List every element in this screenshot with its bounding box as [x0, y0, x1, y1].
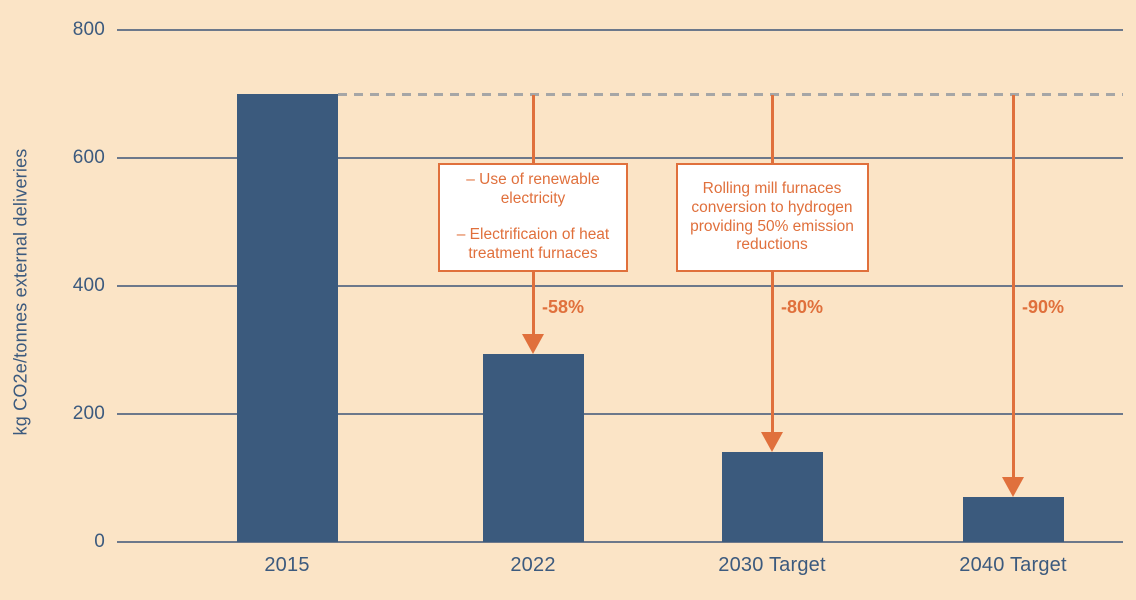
annotation-text: Rolling mill furnaces conversion to hydr…	[690, 179, 854, 254]
bar-2030-target	[721, 452, 823, 542]
bar-2040-target	[962, 497, 1064, 542]
annotation-box-2: Rolling mill furnaces conversion to hydr…	[675, 163, 869, 272]
arrow-head-icon-3	[1002, 477, 1024, 498]
reduction-arrow-line-3	[1011, 95, 1015, 481]
y-tick-label-0: 0	[94, 531, 105, 552]
x-tick-label-2022: 2022	[510, 554, 556, 576]
x-tick-label-2015: 2015	[264, 554, 310, 576]
gridline-200	[117, 413, 1123, 415]
annotation-box-1: – Use of renewable electricity – Electrif…	[438, 163, 628, 272]
y-tick-label-800: 800	[72, 19, 105, 40]
gridline-800	[117, 29, 1123, 31]
annotation-text: – Use of renewable electricity	[466, 171, 600, 208]
arrow-head-icon-2	[761, 432, 783, 453]
gridline-400	[117, 285, 1123, 287]
arrow-head-icon-1	[522, 333, 544, 354]
reduction-label-1: -58%	[542, 297, 585, 317]
gridline-600	[117, 157, 1123, 159]
y-tick-label-600: 600	[72, 147, 105, 168]
gridline-0	[117, 541, 1123, 543]
bar-2015	[236, 94, 338, 542]
y-tick-label-400: 400	[72, 275, 105, 296]
y-tick-label-200: 200	[72, 403, 105, 424]
annotation-text: – Electrificaion of heat treatment furna…	[456, 226, 610, 262]
x-tick-label-2030-target: 2030 Target	[718, 554, 826, 576]
bar-2022	[482, 353, 584, 542]
reduction-label-2: -80%	[781, 297, 824, 317]
reference-dashed-line	[337, 92, 1123, 96]
x-tick-label-2040-target: 2040 Target	[959, 554, 1067, 576]
reduction-label-3: -90%	[1022, 297, 1065, 317]
